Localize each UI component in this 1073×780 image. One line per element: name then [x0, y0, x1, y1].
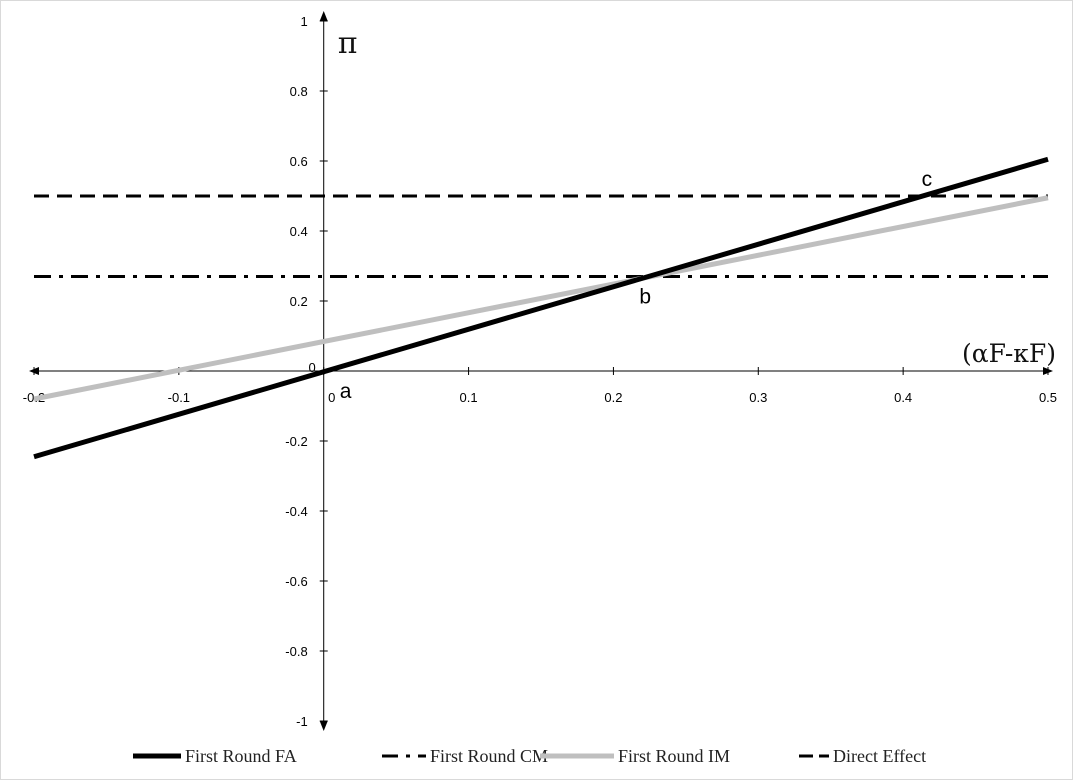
- y-axis-arrow-bottom: [319, 721, 328, 731]
- x-tick-label: 0: [328, 390, 335, 405]
- x-tick-label: 0.3: [749, 390, 767, 405]
- x-tick-label: 0.5: [1039, 390, 1057, 405]
- y-axis-arrow-top: [319, 11, 328, 21]
- series-line-first-round-im: [33, 195, 1049, 402]
- legend-label: Direct Effect: [833, 746, 926, 766]
- y-tick-label: -1: [296, 714, 308, 729]
- y-tick-label: 0: [308, 360, 315, 375]
- annotation-label-c: c: [922, 168, 933, 191]
- y-tick-label: 0.2: [290, 294, 308, 309]
- series-line-first-round-fa: [33, 156, 1049, 460]
- legend-label: First Round FA: [185, 746, 297, 766]
- x-axis-title: (αF-κF): [962, 339, 1056, 368]
- x-tick-label: 0.2: [604, 390, 622, 405]
- y-tick-label: -0.8: [285, 644, 307, 659]
- y-tick-label: 0.6: [290, 154, 308, 169]
- y-tick-label: 0.4: [290, 224, 308, 239]
- annotation-label-a: a: [340, 380, 352, 403]
- annotation-label-b: b: [639, 286, 651, 309]
- y-tick-label: 0.8: [290, 84, 308, 99]
- x-tick-label: 0.4: [894, 390, 912, 405]
- y-tick-label: -0.4: [285, 504, 307, 519]
- y-tick-label: -0.6: [285, 574, 307, 589]
- legend-label: First Round IM: [618, 746, 730, 766]
- x-tick-label: 0.1: [460, 390, 478, 405]
- y-axis-title: π: [338, 26, 358, 61]
- y-tick-label: -0.2: [285, 434, 307, 449]
- y-tick-label: 1: [300, 14, 307, 29]
- legend-label: First Round CM: [430, 746, 548, 766]
- x-tick-label: -0.1: [168, 390, 190, 405]
